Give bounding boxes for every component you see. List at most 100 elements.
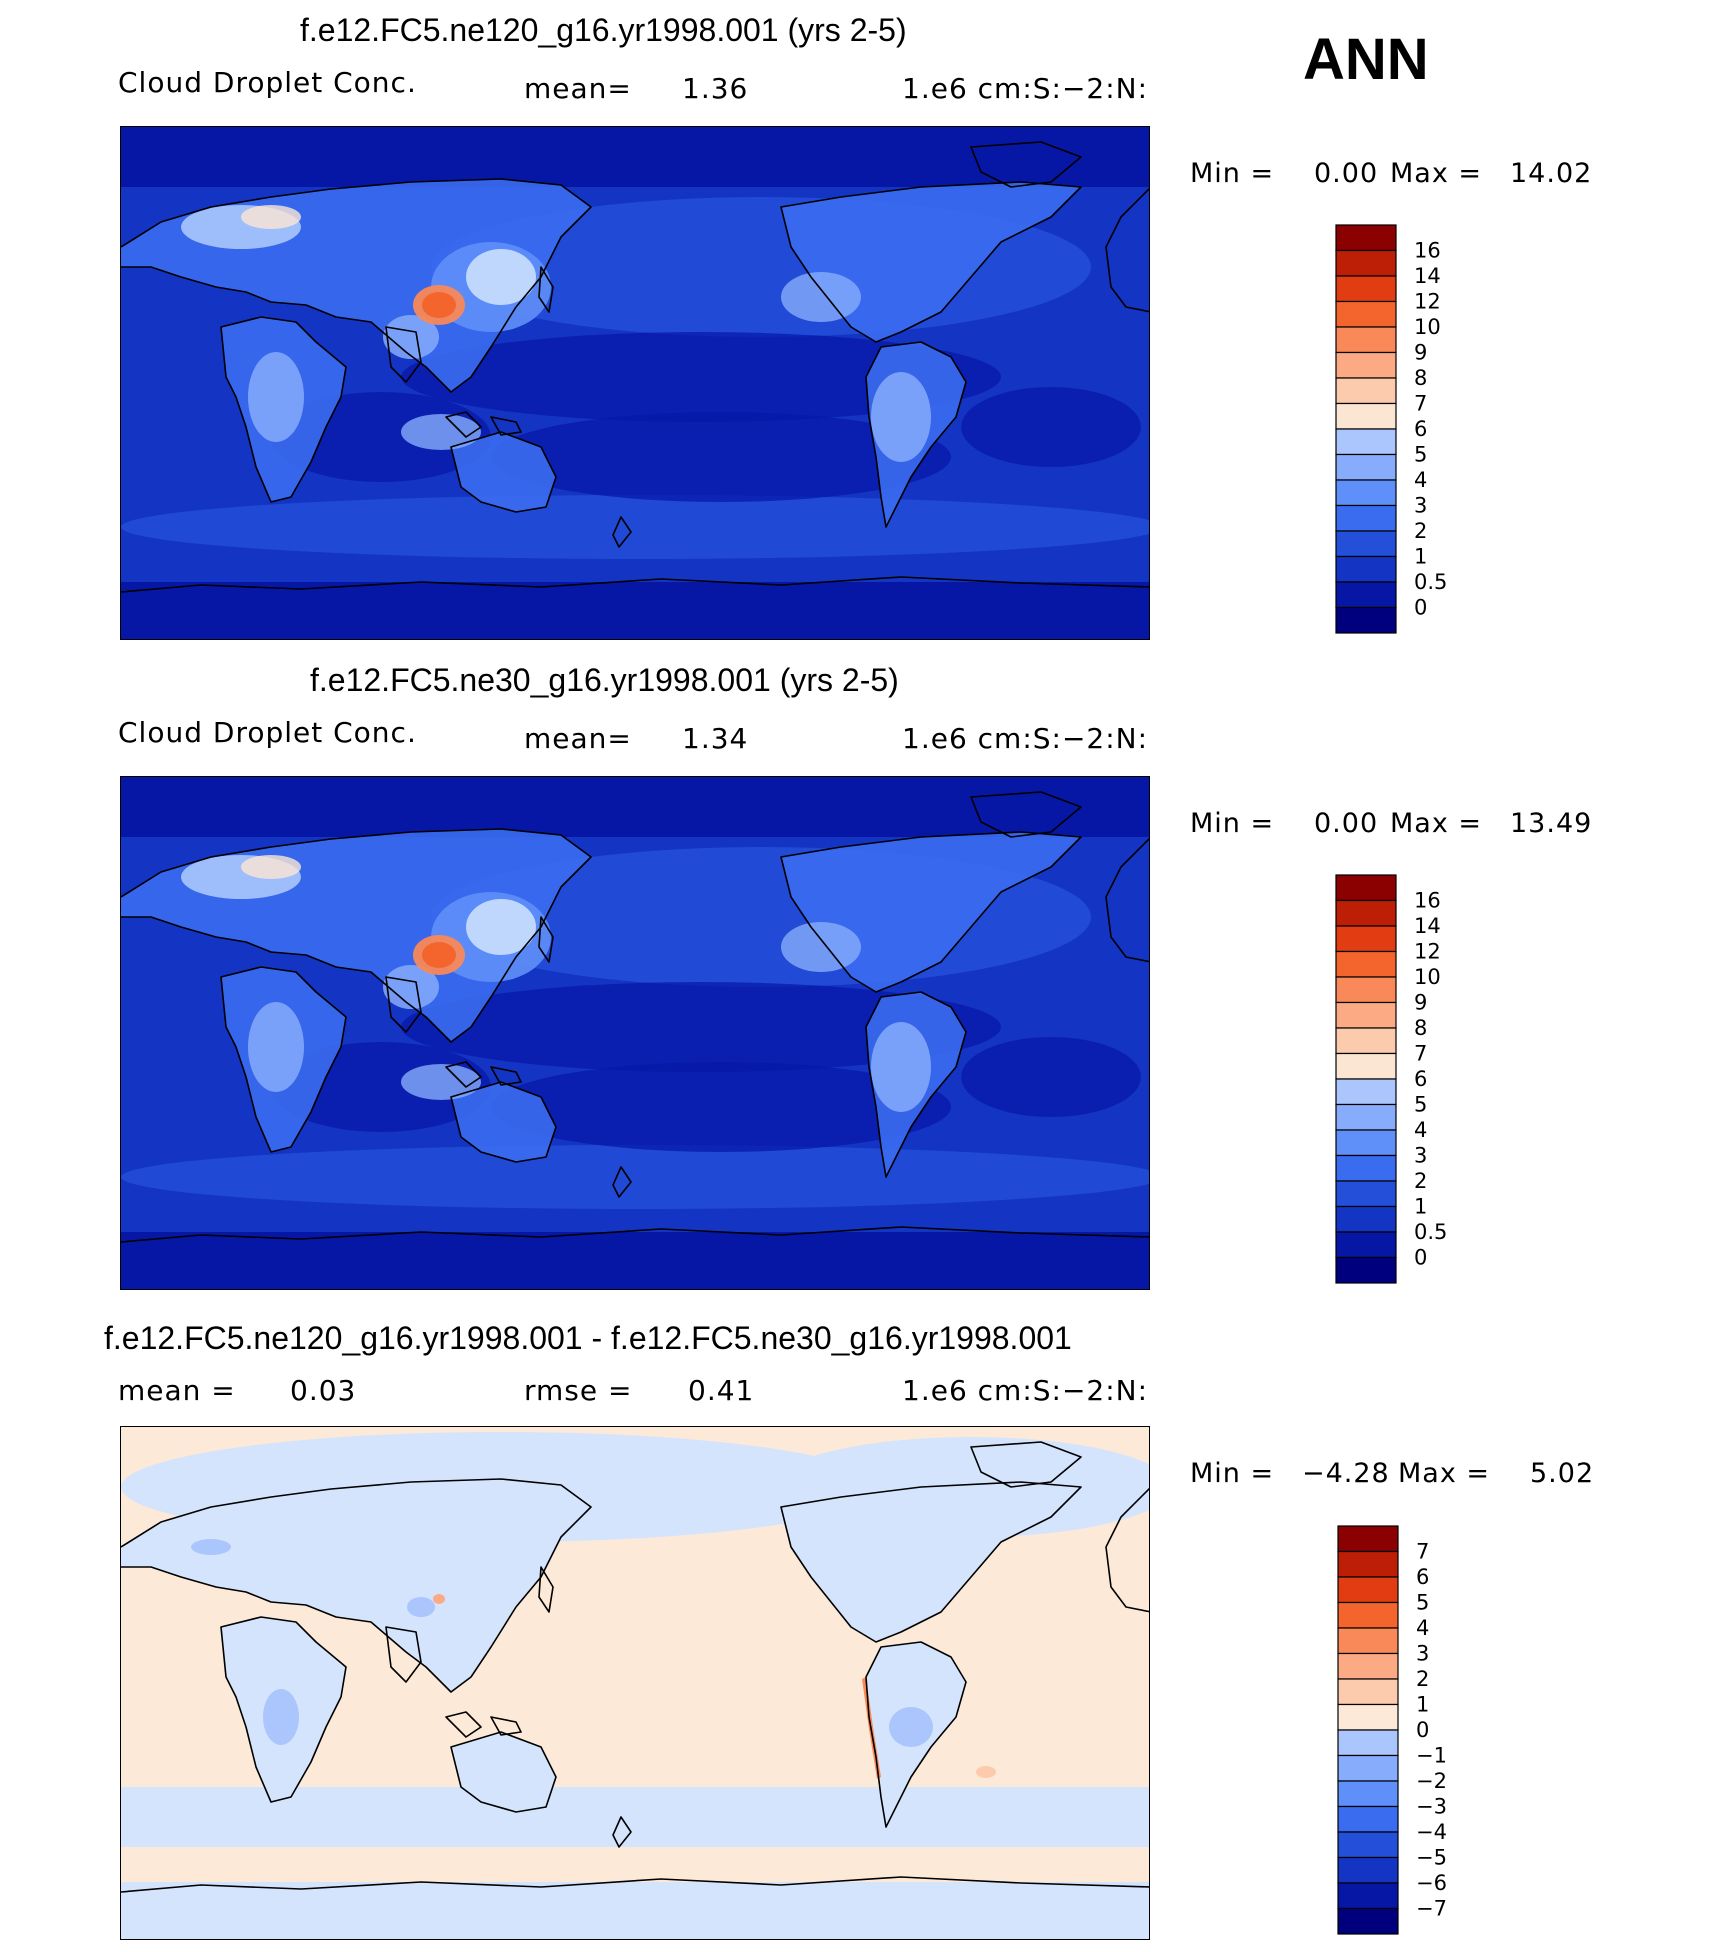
colorbar-box bbox=[1337, 1652, 1399, 1680]
panel-2-map bbox=[120, 776, 1150, 1290]
colorbar-box bbox=[1335, 1180, 1397, 1208]
colorbar-tick-label: 0 bbox=[1416, 1718, 1429, 1742]
coastline bbox=[538, 916, 554, 963]
coastline bbox=[865, 1641, 967, 1828]
colorbar-box bbox=[1335, 377, 1397, 405]
colorbar-box bbox=[1335, 606, 1397, 634]
panel-2-mean-label: mean= bbox=[524, 722, 632, 755]
panel-3-mean-label: mean = bbox=[118, 1374, 236, 1407]
colorbar-tick-label: 1 bbox=[1414, 1195, 1427, 1219]
colorbar-box bbox=[1335, 249, 1397, 277]
coastline bbox=[1105, 1487, 1149, 1613]
colorbar-tick-label: 0 bbox=[1414, 1246, 1427, 1270]
coastline bbox=[220, 1616, 347, 1803]
colorbar-box bbox=[1335, 1256, 1397, 1284]
colorbar-tick-label: 10 bbox=[1414, 965, 1441, 989]
colorbar-tick-label: 2 bbox=[1414, 519, 1427, 543]
panel-3-rmse-label: rmse = bbox=[524, 1374, 633, 1407]
colorbar-tick-label: 14 bbox=[1414, 264, 1441, 288]
colorbar-box bbox=[1335, 530, 1397, 558]
coastline bbox=[450, 1731, 557, 1813]
colorbar-box bbox=[1337, 1576, 1399, 1604]
colorbar-tick-label: 16 bbox=[1414, 889, 1441, 913]
colorbar-tick-label: 0.5 bbox=[1414, 1220, 1447, 1244]
panel-3-min-value: −4.28 bbox=[1302, 1458, 1390, 1489]
coastline bbox=[450, 431, 557, 513]
colorbar-box bbox=[1335, 950, 1397, 978]
colorbar-tick-label: 2 bbox=[1414, 1169, 1427, 1193]
colorbar-box bbox=[1337, 1754, 1399, 1782]
colorbar-box bbox=[1335, 1078, 1397, 1106]
coastline bbox=[121, 1226, 1149, 1243]
colorbar-box bbox=[1337, 1805, 1399, 1833]
colorbar-tick-label: 3 bbox=[1414, 494, 1427, 518]
colorbar-tick-label: 2 bbox=[1416, 1667, 1429, 1691]
coastline bbox=[220, 316, 347, 503]
colorbar-tick-label: 9 bbox=[1414, 341, 1427, 365]
panel-3-max-label: Max = bbox=[1398, 1458, 1491, 1489]
colorbar-tick-label: −1 bbox=[1416, 1744, 1447, 1768]
colorbar-box bbox=[1335, 479, 1397, 507]
coastline bbox=[445, 1061, 522, 1088]
coastline bbox=[445, 411, 522, 438]
coastline bbox=[121, 828, 592, 1043]
panel-3-map bbox=[120, 1426, 1150, 1940]
colorbar-box bbox=[1335, 555, 1397, 583]
panel-3-title: f.e12.FC5.ne120_g16.yr1998.001 - f.e12.F… bbox=[104, 1320, 1072, 1356]
colorbar-box bbox=[1337, 1525, 1399, 1553]
coastline bbox=[1105, 837, 1149, 963]
panel-1-max-value: 14.02 bbox=[1510, 158, 1593, 189]
colorbar-box bbox=[1335, 899, 1397, 927]
panel-2-min-label: Min = bbox=[1190, 808, 1275, 839]
colorbar-box bbox=[1335, 1027, 1397, 1055]
panel-3-max-value: 5.02 bbox=[1530, 1458, 1595, 1489]
coastline bbox=[121, 576, 1149, 593]
panel-3-field bbox=[121, 1427, 1149, 1939]
colorbar-tick-label: 7 bbox=[1414, 1042, 1427, 1066]
colorbar-tick-label: 12 bbox=[1414, 290, 1441, 314]
coastline bbox=[385, 976, 422, 1033]
colorbar-box bbox=[1337, 1601, 1399, 1629]
colorbar-box bbox=[1337, 1550, 1399, 1578]
coastline bbox=[121, 178, 592, 393]
panel-1-min-label: Min = bbox=[1190, 158, 1275, 189]
panel-3-mean-value: 0.03 bbox=[290, 1374, 357, 1407]
colorbar-box bbox=[1335, 351, 1397, 379]
panel-3-units: 1.e6 cm:S:−2:N: bbox=[902, 1374, 1149, 1407]
colorbar-box bbox=[1337, 1729, 1399, 1757]
panel-1-variable-label: Cloud Droplet Conc. bbox=[118, 66, 417, 99]
colorbar-tick-label: 4 bbox=[1414, 468, 1427, 492]
panel-3-colorbar: 7 6 5 4 3 2 1 0 −1 −2 −3 −4 −5 −6 −7 bbox=[1337, 1525, 1447, 1935]
colorbar-box bbox=[1335, 326, 1397, 354]
panel-3-min-label: Min = bbox=[1190, 1458, 1275, 1489]
season-label: ANN bbox=[1303, 27, 1429, 92]
colorbar-tick-label: 12 bbox=[1414, 940, 1441, 964]
panel-1-max-label: Max = bbox=[1390, 158, 1483, 189]
colorbar-tick-label: 7 bbox=[1414, 392, 1427, 416]
panel-2-max-value: 13.49 bbox=[1510, 808, 1593, 839]
colorbar-tick-label: 4 bbox=[1414, 1118, 1427, 1142]
colorbar-tick-label: 6 bbox=[1414, 1067, 1427, 1091]
coastline bbox=[970, 1441, 1082, 1488]
colorbar-box bbox=[1335, 925, 1397, 953]
colorbar-box bbox=[1337, 1627, 1399, 1655]
colorbar-box bbox=[1337, 1882, 1399, 1910]
panel-2-title: f.e12.FC5.ne30_g16.yr1998.001 (yrs 2-5) bbox=[310, 662, 899, 698]
colorbar-box bbox=[1335, 1205, 1397, 1233]
colorbar-box bbox=[1335, 1052, 1397, 1080]
panel-1-mean-value: 1.36 bbox=[682, 72, 749, 105]
colorbar-tick-label: −6 bbox=[1416, 1871, 1447, 1895]
colorbar-tick-label: 1 bbox=[1414, 545, 1427, 569]
colorbar-box bbox=[1335, 581, 1397, 609]
panel-3-rmse-value: 0.41 bbox=[688, 1374, 755, 1407]
coastline bbox=[445, 1711, 522, 1738]
colorbar-box bbox=[1337, 1678, 1399, 1706]
panel-2-min-value: 0.00 bbox=[1314, 808, 1379, 839]
coastline bbox=[780, 831, 1082, 993]
colorbar-box bbox=[1335, 402, 1397, 430]
colorbar-tick-label: 4 bbox=[1416, 1616, 1429, 1640]
colorbar-box bbox=[1335, 1154, 1397, 1182]
colorbar-tick-label: 0 bbox=[1414, 596, 1427, 620]
colorbar-tick-label: 9 bbox=[1414, 991, 1427, 1015]
colorbar-box bbox=[1337, 1831, 1399, 1859]
